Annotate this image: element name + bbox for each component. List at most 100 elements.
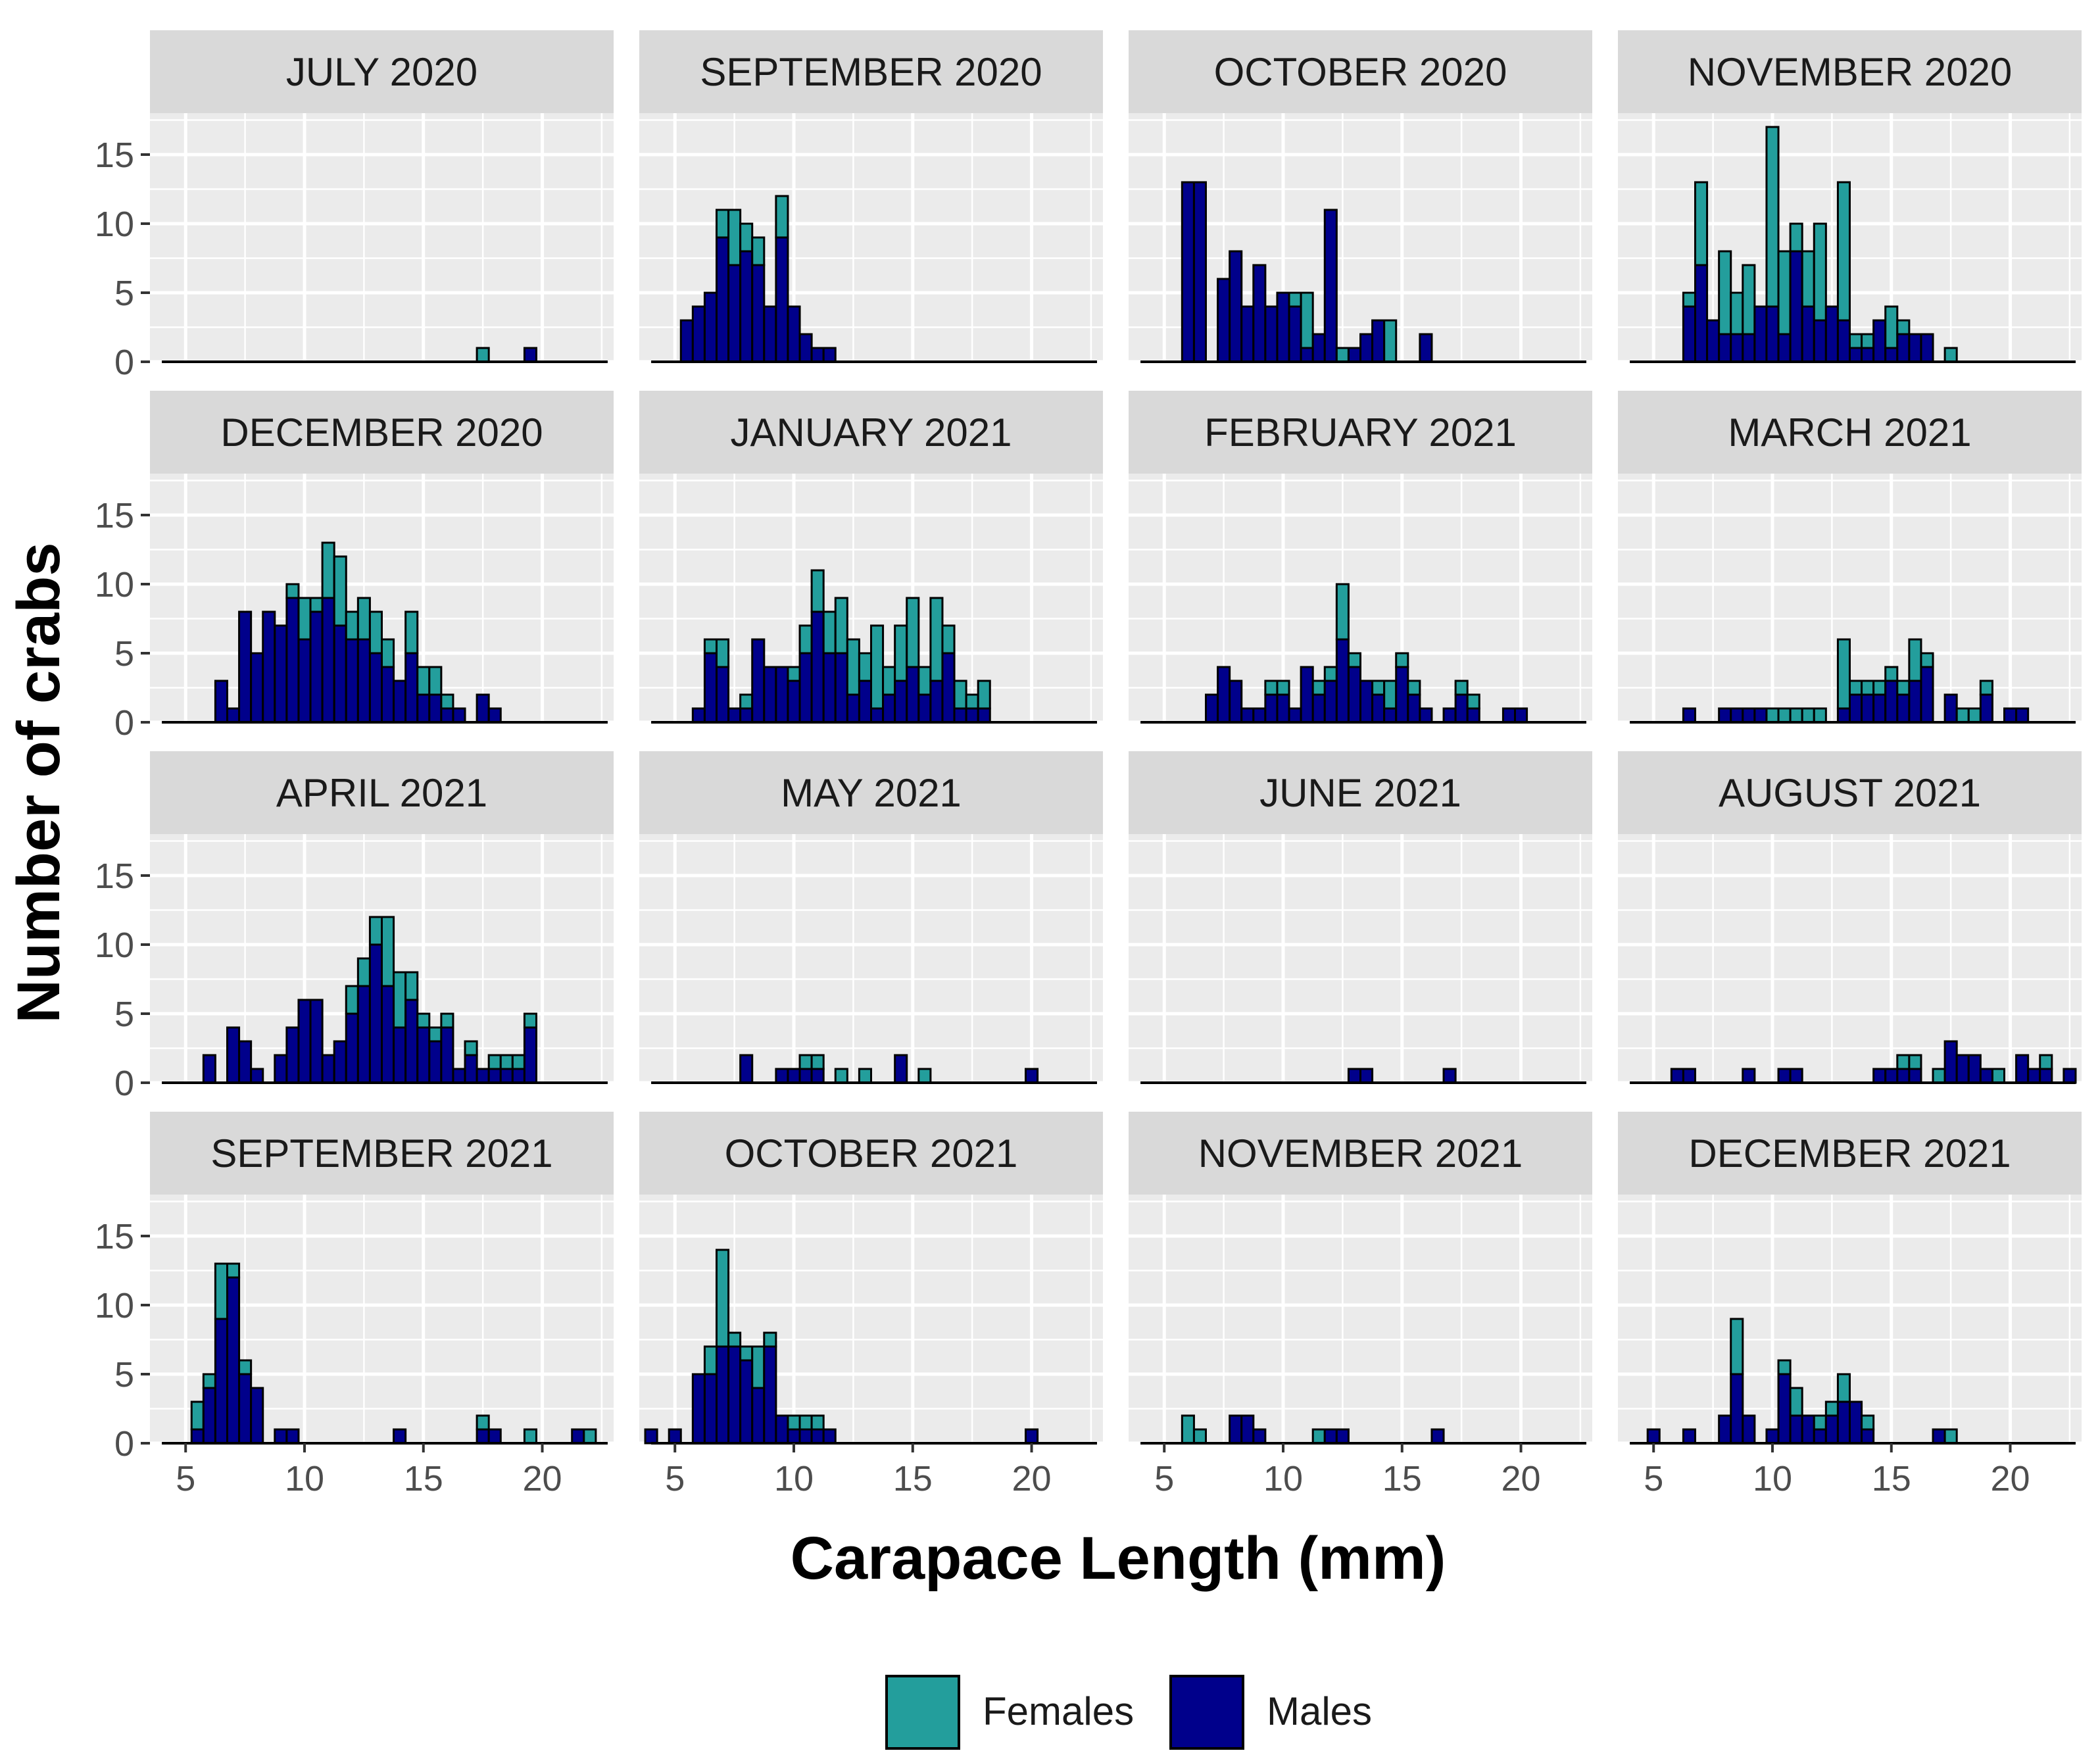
- facet-title: SEPTEMBER 2020: [700, 50, 1042, 94]
- male-bar: [214, 1318, 228, 1445]
- female-bar: [1813, 1414, 1827, 1431]
- male-bar: [1861, 347, 1875, 363]
- female-bar: [416, 1012, 431, 1029]
- male-bar: [691, 1373, 706, 1445]
- male-bar: [381, 985, 395, 1084]
- female-bar: [1836, 1373, 1851, 1403]
- male-bar: [1789, 1414, 1803, 1445]
- female-bar: [1955, 707, 1970, 724]
- histogram-bars: [651, 1054, 1097, 1084]
- female-bar: [739, 693, 754, 710]
- female-bar: [226, 1262, 241, 1279]
- male-bar: [333, 1040, 347, 1084]
- male-bar: [274, 624, 288, 724]
- male-bar: [1979, 693, 1993, 724]
- male-bar: [1753, 305, 1768, 363]
- male-bar: [679, 319, 694, 363]
- male-bar: [297, 999, 312, 1084]
- male-bar: [1753, 707, 1768, 724]
- male-bar: [1824, 305, 1839, 363]
- male-bar: [476, 693, 490, 724]
- facet-panel: APRIL 2021 0 5 10 15: [95, 751, 614, 1103]
- male-bar: [1217, 278, 1231, 363]
- male-bar: [285, 1428, 300, 1445]
- male-bar: [1359, 680, 1374, 724]
- facet-title: OCTOBER 2021: [725, 1131, 1018, 1175]
- male-bar: [870, 707, 885, 724]
- male-bar: [763, 666, 777, 724]
- x-axes: 5 10 15 20 5 10 15 20 5 10 15 20 5 10 15 20: [176, 1443, 2030, 1498]
- female-bar: [1836, 638, 1851, 710]
- male-bar: [250, 1387, 264, 1445]
- male-bar: [917, 693, 932, 724]
- female-bar: [464, 1040, 478, 1056]
- female-bar: [476, 1414, 490, 1431]
- female-bar: [716, 209, 730, 239]
- histogram-bars: [162, 1262, 608, 1445]
- male-bar: [1872, 693, 1887, 724]
- legend: Females Males: [885, 1675, 1372, 1750]
- male-bar: [1442, 1068, 1457, 1084]
- male-bar: [1777, 1373, 1792, 1445]
- male-bar: [345, 638, 359, 724]
- male-bar: [214, 680, 228, 724]
- female-bar: [1789, 1387, 1803, 1417]
- facet-strip: [150, 1112, 614, 1195]
- male-bar: [1347, 347, 1362, 363]
- male-bar: [775, 1068, 789, 1084]
- male-bar: [1323, 1428, 1338, 1445]
- male-bar: [404, 652, 419, 724]
- male-bar: [929, 680, 944, 724]
- female-bar: [190, 1400, 205, 1431]
- female-bar: [1861, 680, 1875, 696]
- histogram-bars: [1630, 1318, 2076, 1445]
- female-bar: [1896, 680, 1911, 696]
- y-tick-label: 5: [114, 1355, 134, 1395]
- female-bar: [1454, 680, 1469, 696]
- x-tick-label: 15: [1382, 1459, 1422, 1498]
- female-bar: [1276, 680, 1290, 696]
- female-bar: [739, 1345, 754, 1362]
- y-axis: 0 5 10 15: [95, 1217, 150, 1464]
- male-bar: [882, 693, 896, 724]
- facet-panel: SEPTEMBER 2020: [639, 30, 1103, 364]
- female-bar: [977, 680, 991, 710]
- female-bar: [1181, 1414, 1195, 1445]
- male-bar: [1896, 1068, 1911, 1084]
- male-bar: [798, 652, 813, 724]
- female-bar: [1407, 680, 1421, 696]
- female-bar: [941, 624, 956, 655]
- female-bar: [703, 638, 718, 655]
- female-bar: [1288, 291, 1302, 308]
- x-tick-label: 5: [1644, 1459, 1663, 1498]
- histogram-bars: [644, 1249, 1097, 1445]
- x-tick-label: 15: [1872, 1459, 1911, 1498]
- female-bar: [499, 1054, 514, 1070]
- male-bar: [668, 1428, 682, 1445]
- male-bar: [1706, 319, 1721, 363]
- y-tick-label: 10: [95, 1286, 134, 1325]
- male-bar: [1742, 1414, 1756, 1445]
- female-bar: [238, 1359, 253, 1375]
- facet-title: DECEMBER 2020: [220, 410, 543, 455]
- male-bar: [309, 610, 324, 724]
- x-tick-label: 5: [665, 1459, 685, 1498]
- male-bar: [1718, 333, 1732, 363]
- male-bar: [1359, 1068, 1374, 1084]
- x-tick-label: 15: [404, 1459, 443, 1498]
- male-bar: [1347, 1068, 1362, 1084]
- y-tick-label: 5: [114, 634, 134, 674]
- female-bar: [1849, 680, 1863, 696]
- male-bar: [1323, 680, 1338, 724]
- female-bar: [1694, 181, 1709, 266]
- male-bar: [1419, 707, 1433, 724]
- female-bar: [381, 916, 395, 987]
- legend-key-males: [1169, 1675, 1244, 1750]
- male-bar: [393, 1428, 407, 1445]
- male-bar: [1454, 693, 1469, 724]
- male-bar: [727, 1345, 742, 1445]
- male-bar: [1347, 666, 1362, 724]
- male-bar: [404, 999, 419, 1084]
- y-axis: 0 5 10 15: [95, 856, 150, 1103]
- female-bar: [953, 680, 967, 710]
